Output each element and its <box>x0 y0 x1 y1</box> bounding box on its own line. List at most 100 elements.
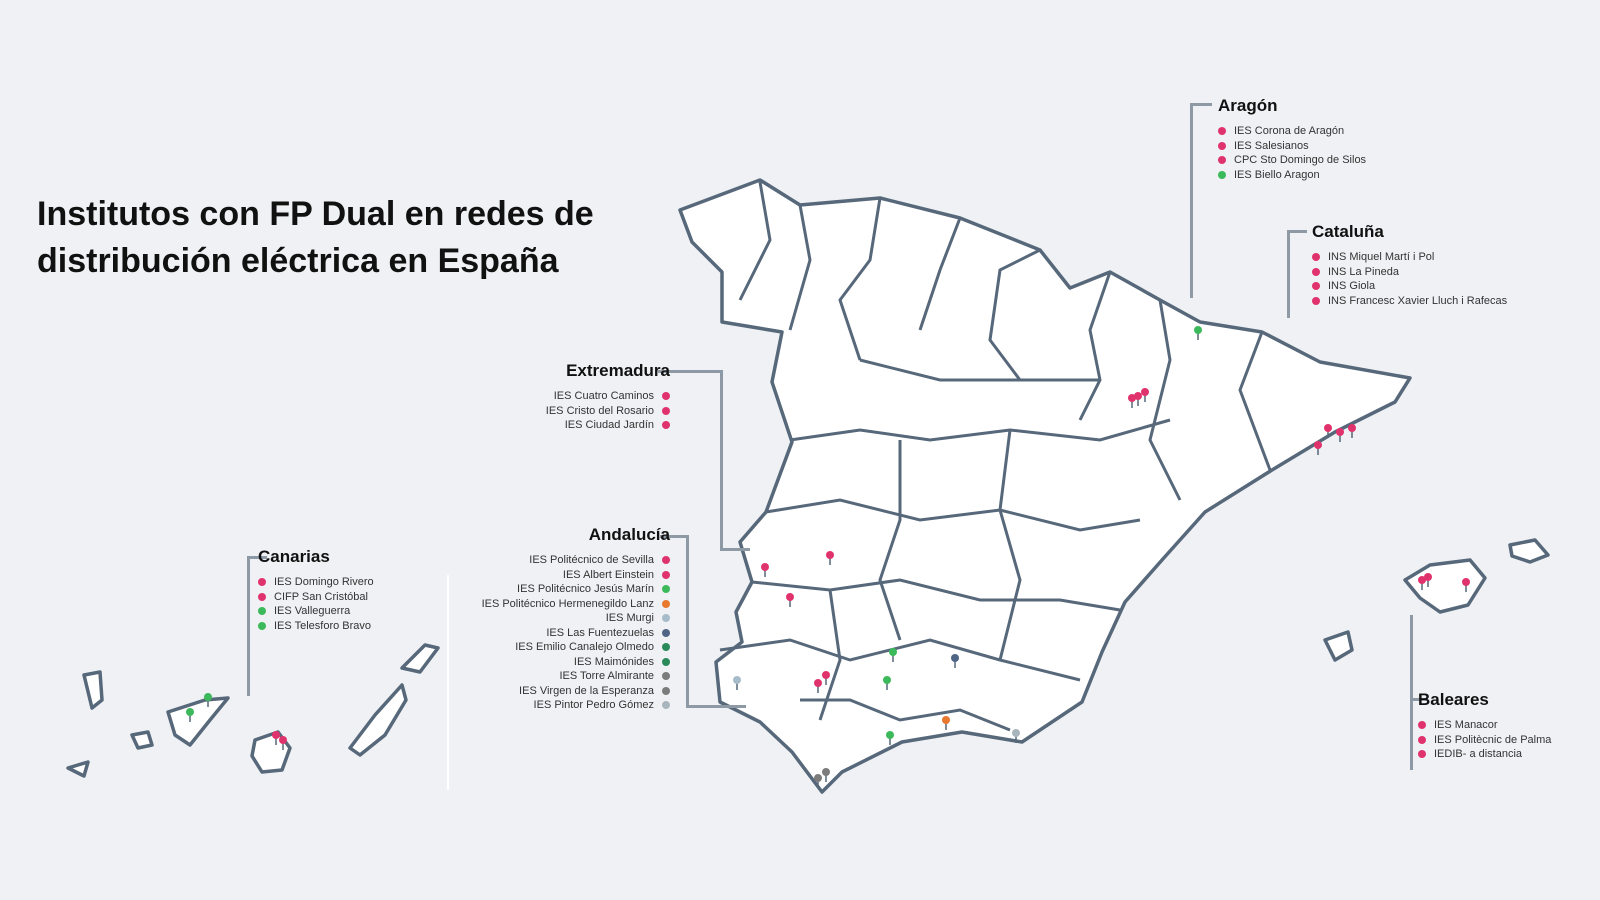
color-dot-icon <box>662 672 670 681</box>
school-list-item: INS Miquel Martí i Pol <box>1312 250 1507 265</box>
school-list-item: IES Albert Einstein <box>482 568 670 583</box>
color-dot-icon <box>1218 127 1226 136</box>
school-list-item: IES Las Fuentezuelas <box>482 626 670 641</box>
school-name: IES Politécnico Hermenegildo Lanz <box>481 597 654 610</box>
fuerteventura <box>348 683 408 757</box>
color-dot-icon <box>662 556 670 565</box>
la-palma <box>82 670 104 710</box>
map-pin-icon <box>1324 424 1332 438</box>
school-name: INS Miquel Martí i Pol <box>1328 251 1435 264</box>
school-name: IES Maimónides <box>573 655 654 668</box>
color-dot-icon <box>662 614 670 623</box>
color-dot-icon <box>1312 267 1320 276</box>
school-list-item: IES Politécnico Jesús Marín <box>482 582 670 597</box>
color-dot-icon <box>662 599 670 608</box>
map-pin-icon <box>1462 578 1470 592</box>
map-pin-icon <box>883 676 891 690</box>
map-pin-icon <box>1194 326 1202 340</box>
baleares-leader-line-top <box>1410 698 1428 701</box>
school-list-item: IES Valleguerra <box>258 604 374 619</box>
school-name: INS Francesc Xavier Lluch i Rafecas <box>1328 294 1508 307</box>
school-name: IES Ciudad Jardín <box>564 419 654 432</box>
color-dot-icon <box>662 686 670 695</box>
region-title: Cataluña <box>1312 222 1384 241</box>
region-extremadura: Extremadura IES Cuatro Caminos IES Cristo … <box>546 361 670 433</box>
menorca <box>1508 538 1550 564</box>
map-pin-icon <box>186 708 194 722</box>
color-dot-icon <box>1312 253 1320 262</box>
extremadura-leader-line-end <box>720 548 750 551</box>
school-list-item: INS Giola <box>1312 279 1507 294</box>
la-gomera <box>130 730 154 750</box>
school-name: IES Domingo Rivero <box>274 576 374 589</box>
map-pin-icon <box>1134 392 1142 406</box>
school-name: IES Torre Almirante <box>559 670 654 683</box>
region-title: Andalucía <box>588 525 670 544</box>
color-dot-icon <box>1418 721 1426 730</box>
school-list-item: IES Cristo del Rosario <box>546 404 670 419</box>
region-title: Canarias <box>258 547 330 566</box>
color-dot-icon <box>662 392 670 401</box>
color-dot-icon <box>662 657 670 666</box>
map-pin-icon <box>826 551 834 565</box>
school-list-item: CIFP San Cristóbal <box>258 590 374 605</box>
color-dot-icon <box>1418 750 1426 759</box>
school-name: IES Salesianos <box>1234 139 1309 152</box>
color-dot-icon <box>1418 735 1426 744</box>
color-dot-icon <box>258 607 266 616</box>
map-pin-icon <box>951 654 959 668</box>
school-name: INS Giola <box>1328 280 1376 293</box>
map-pin-icon <box>733 676 741 690</box>
map-pin-icon <box>1418 576 1426 590</box>
region-andalucia: Andalucía IES Politécnico de Sevilla IES A… <box>482 525 670 713</box>
map-pin-icon <box>822 671 830 685</box>
school-name: IES Pintor Pedro Gómez <box>533 699 654 712</box>
map-pin-icon <box>1336 428 1344 442</box>
map-pin-icon <box>279 736 287 750</box>
school-name: IES Manacor <box>1434 719 1498 732</box>
region-title: Extremadura <box>566 361 670 380</box>
school-list-item: IES Maimónides <box>482 655 670 670</box>
school-name: IEDIB- a distancia <box>1434 748 1523 761</box>
school-list-item: CPC Sto Domingo de Silos <box>1218 153 1366 168</box>
map-pin-icon <box>204 693 212 707</box>
school-list-item: IES Murgi <box>482 611 670 626</box>
school-name: IES Corona de Aragón <box>1234 125 1345 138</box>
school-name: CIFP San Cristóbal <box>274 590 368 603</box>
map-pin-icon <box>889 648 897 662</box>
color-dot-icon <box>1312 282 1320 291</box>
color-dot-icon <box>1312 296 1320 305</box>
andalucia-leader-line-end <box>686 705 746 708</box>
region-title: Aragón <box>1218 96 1278 115</box>
school-name: IES Biello Aragon <box>1234 168 1320 181</box>
color-dot-icon <box>662 628 670 637</box>
school-list-item: IES Cuatro Caminos <box>546 389 670 404</box>
school-list-item: IES Manacor <box>1418 718 1551 733</box>
map-pin-icon <box>886 731 894 745</box>
school-list-item: IEDIB- a distancia <box>1418 747 1551 762</box>
map-pin-icon <box>1012 729 1020 743</box>
color-dot-icon <box>662 570 670 579</box>
ibiza <box>1323 630 1354 662</box>
mainland-outline <box>678 178 1412 794</box>
page-title: Institutos con FP Dual en redes de distr… <box>37 194 594 280</box>
tenerife <box>166 696 230 747</box>
map-pin-icon <box>1348 424 1356 438</box>
color-dot-icon <box>662 421 670 430</box>
cataluna-leader-line-top <box>1287 230 1307 233</box>
school-list-item: IES Salesianos <box>1218 139 1366 154</box>
school-name: CPC Sto Domingo de Silos <box>1234 154 1367 167</box>
map-pin-icon <box>1314 441 1322 455</box>
color-dot-icon <box>662 701 670 710</box>
school-name: IES Cristo del Rosario <box>545 404 654 417</box>
map-pin-icon <box>942 716 950 730</box>
andalucia-leader-line <box>686 535 689 707</box>
school-name: IES Politécnico Jesús Marín <box>517 583 654 596</box>
school-list-item: IES Pintor Pedro Gómez <box>482 698 670 713</box>
school-name: INS La Pineda <box>1328 265 1399 278</box>
color-dot-icon <box>1218 141 1226 150</box>
school-name: IES Valleguerra <box>274 605 351 618</box>
school-list-item: IES Politécnico Hermenegildo Lanz <box>482 597 670 612</box>
school-name: IES Politécnico de Sevilla <box>529 554 654 567</box>
